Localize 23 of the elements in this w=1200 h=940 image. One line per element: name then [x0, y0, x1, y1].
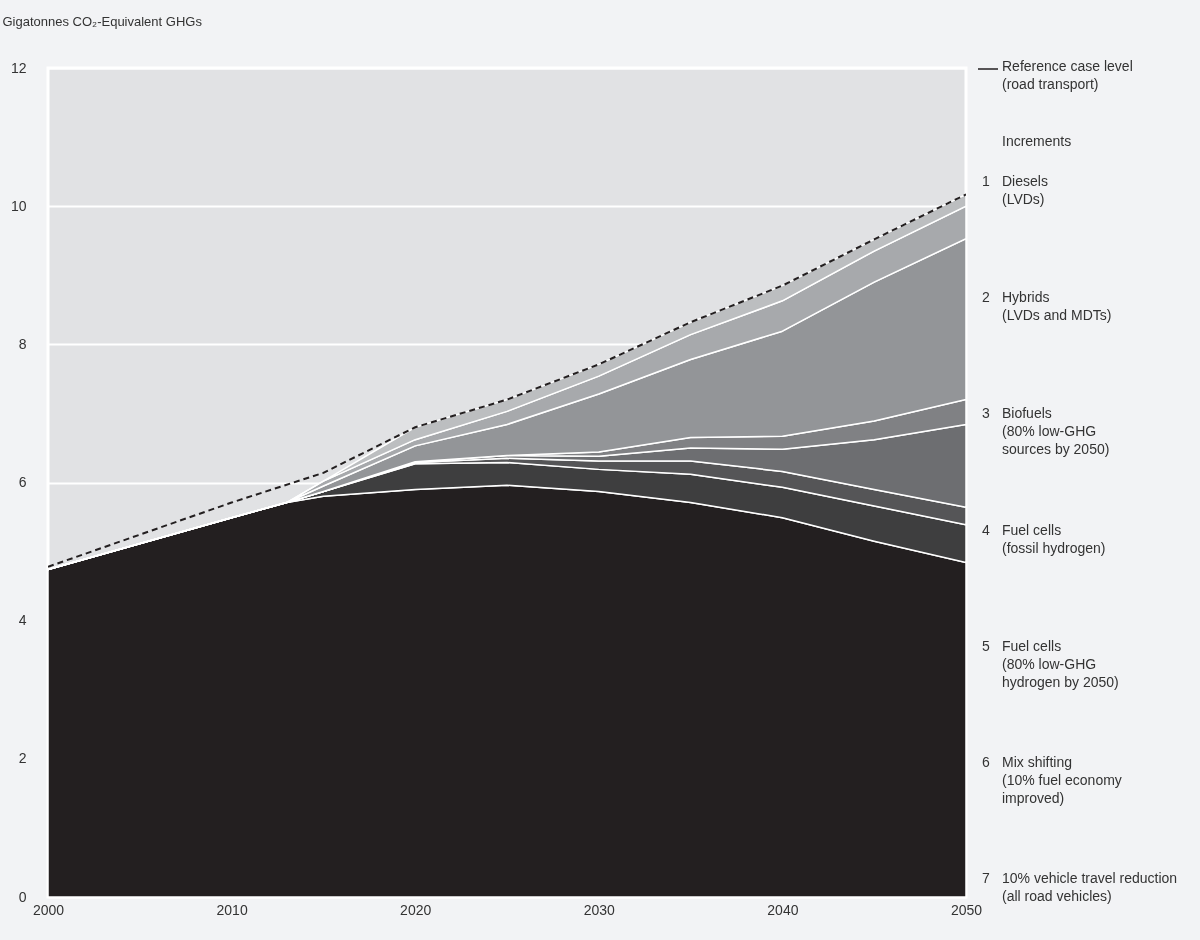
x-tick-label: 2040	[767, 901, 799, 918]
text: 4 Fuel cells (fossil hydrogen)	[982, 521, 1106, 556]
y-tick-label: 0	[18, 888, 27, 905]
text: 1 Diesels (LVDs)	[982, 173, 1048, 207]
y-tick-label: 2	[18, 750, 27, 767]
text: 5 Fuel cells (80% low-GHG hydrogen by 2050)	[982, 637, 1119, 690]
y-tick-label: 8	[18, 335, 27, 352]
y-tick-label: 10	[10, 197, 27, 214]
legend-title: Increments	[1002, 133, 1072, 149]
text: 3 Biofuels (80% low-GHG sources by 2050)	[982, 405, 1110, 458]
legend-label: Reference case level (road transport)	[1002, 58, 1133, 92]
x-tick-label: 2020	[400, 901, 432, 918]
y-axis-title: Gigatonnes CO₂-Equivalent GHGs	[2, 13, 203, 29]
text: 7 10% vehicle travel reduction (all road vehicles)	[982, 870, 1178, 904]
text: 2 Hybrids (LVDs and MDTs)	[982, 289, 1112, 324]
x-tick-label: 2000	[32, 901, 65, 918]
y-tick-label: 12	[10, 59, 27, 76]
x-tick-label: 2050	[950, 901, 983, 918]
text: 6 Mix shifting (10% fuel economy improved)	[982, 753, 1122, 806]
y-tick-label: 6	[18, 474, 27, 490]
y-tick-label: 4	[18, 612, 27, 629]
x-tick-label: 2030	[583, 901, 616, 918]
x-tick-label: 2010	[216, 901, 248, 918]
